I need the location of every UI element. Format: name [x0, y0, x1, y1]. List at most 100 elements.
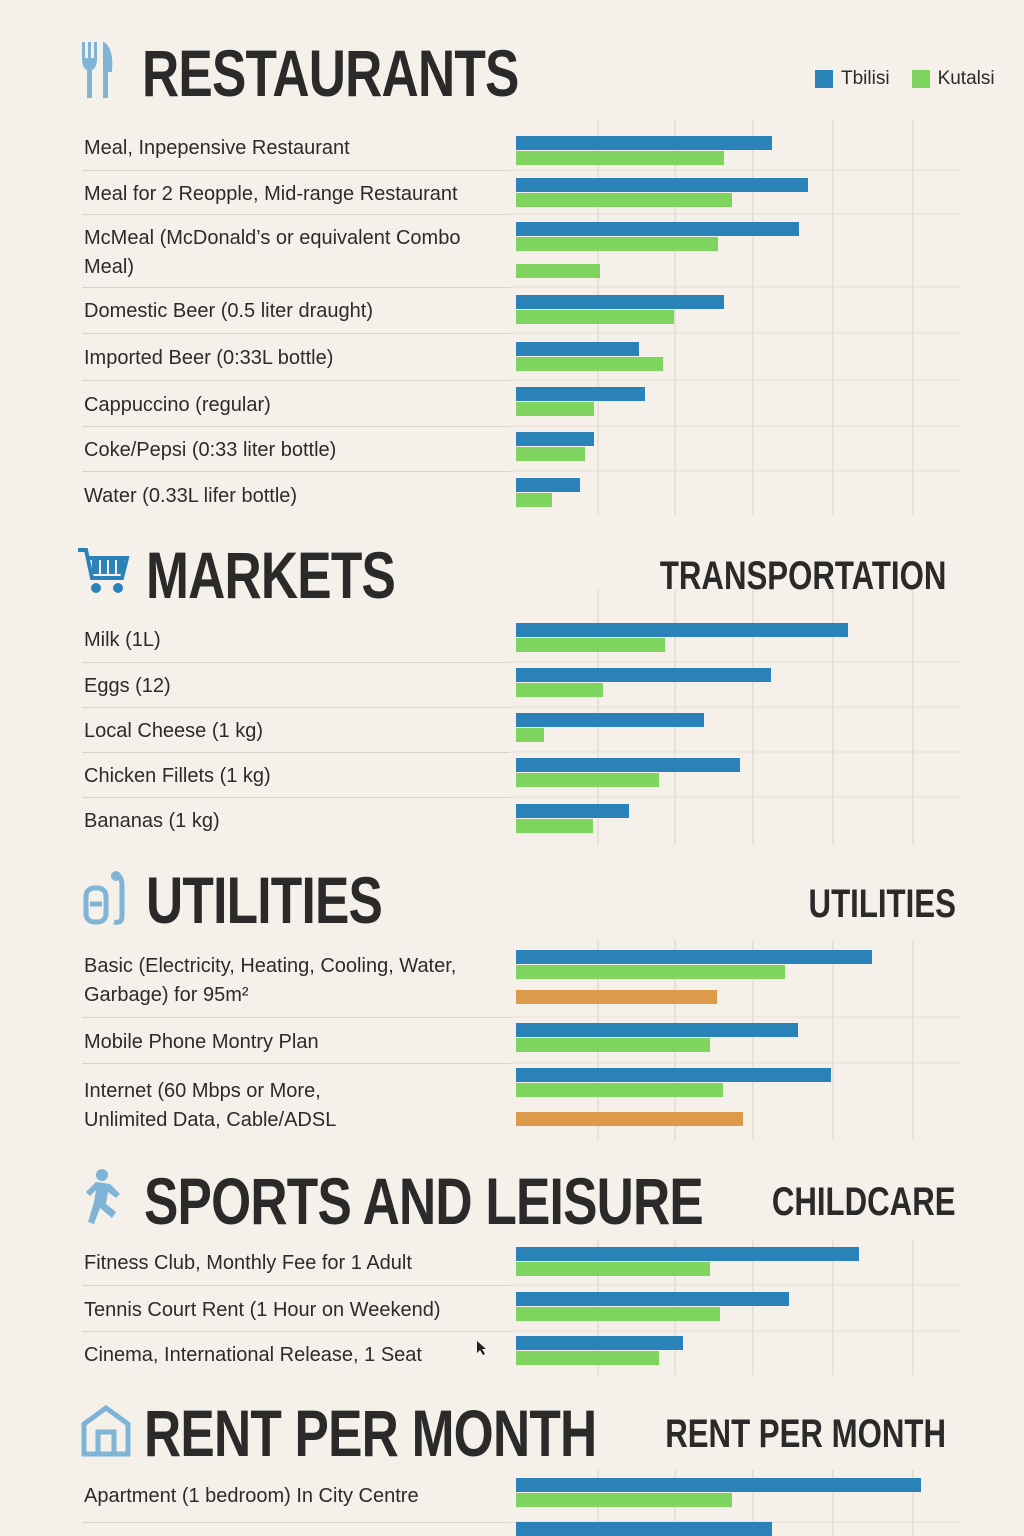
row-divider [82, 1017, 510, 1018]
bar-third [516, 1112, 743, 1126]
bar-kutalsi [516, 819, 593, 833]
section-title-utilities: UTILITIES [146, 863, 383, 937]
legend-swatch-kutalsi [911, 70, 930, 88]
section-subtitle-utilities: UTILITIES [808, 882, 956, 926]
row-divider [82, 333, 510, 334]
row-divider [82, 214, 510, 215]
section-title-restaurants: RESTAURANTS [142, 36, 519, 110]
bar-tbilisi [516, 713, 704, 727]
bar-tbilisi [516, 1023, 798, 1037]
bar-tbilisi [516, 1522, 772, 1536]
row-label: Domestic Beer (0.5 liter draught) [84, 300, 374, 322]
row-divider [82, 1331, 510, 1332]
row-divider [82, 426, 510, 427]
bar-kutalsi [516, 728, 544, 742]
row-label: Milk (1L) [84, 629, 161, 651]
row-label: Basic (Electricity, Heating, Cooling, Wa… [84, 955, 457, 1006]
bar-kutalsi [516, 638, 665, 652]
bar-tbilisi [516, 804, 629, 818]
row-label: Mobile Phone Montry Plan [84, 1031, 319, 1053]
row-label: Meal for 2 Reopple, Mid-range Restaurant [84, 183, 458, 205]
bar-kutalsi [516, 1307, 720, 1321]
section-title-markets: MARKETS [146, 538, 396, 612]
row-label: Internet (60 Mbps or More, Unlimited Dat… [84, 1080, 337, 1131]
bar-tbilisi [516, 136, 772, 150]
bar-kutalsi [516, 357, 663, 371]
row-label: Water (0.33L lifer bottle) [84, 485, 298, 507]
section-title-sports-and-leisure: SPORTS AND LEISURE [144, 1164, 704, 1238]
row-divider [82, 707, 510, 708]
bar-tbilisi [516, 478, 580, 492]
bar-kutalsi [516, 1083, 723, 1097]
row-divider [82, 662, 510, 663]
row-divider [82, 170, 510, 171]
bar-tbilisi [516, 1478, 921, 1492]
bar-tbilisi [516, 668, 771, 682]
bar-tbilisi [516, 222, 799, 236]
bar-kutalsi [516, 310, 674, 324]
bar-kutalsi [516, 683, 603, 697]
bar-tbilisi [516, 1068, 831, 1082]
row-label: Apartment (1 bedroom) In City Centre [84, 1485, 419, 1507]
house-icon [81, 1404, 131, 1457]
section-title-rent-per-month: RENT PER MONTH [144, 1396, 597, 1470]
legend-swatch-tbilisi [815, 70, 833, 88]
row-label: Local Cheese (1 kg) [84, 720, 263, 742]
row-divider [82, 1063, 510, 1064]
legend-label-tbilisi: Tbilisi [841, 68, 890, 89]
section-subtitle-rent-per-month: RENT PER MONTH [665, 1412, 946, 1456]
row-label: Eggs (12) [84, 675, 171, 697]
row-label: Cappuccino (regular) [84, 394, 271, 416]
bar-third [516, 264, 600, 278]
legend-label-kutalsi: Kutalsi [937, 68, 995, 89]
bar-tbilisi [516, 432, 594, 446]
row-divider [82, 752, 510, 753]
row-label: Meal, Inpepensive Restaurant [84, 137, 350, 159]
bar-kutalsi [516, 402, 594, 416]
mouse-cursor-icon [477, 1341, 486, 1355]
row-label: Fitness Club, Monthly Fee for 1 Adult [84, 1252, 412, 1274]
row-divider [82, 471, 510, 472]
bar-tbilisi [516, 178, 808, 192]
row-divider [82, 1285, 510, 1286]
row-label: Imported Beer (0:33L bottle) [84, 347, 334, 369]
legend: Tbilisi Kutalsi [815, 68, 995, 90]
runner-icon [86, 1169, 120, 1224]
section-subtitle-childcare: CHILDCARE [772, 1180, 956, 1224]
bar-tbilisi [516, 295, 724, 309]
bar-tbilisi [516, 1336, 683, 1350]
row-label: Chicken Fillets (1 kg) [84, 765, 271, 787]
bar-kutalsi [516, 1262, 710, 1276]
row-label: Tennis Court Rent (1 Hour on Weekend) [84, 1299, 441, 1321]
bar-tbilisi [516, 1292, 789, 1306]
bar-tbilisi [516, 342, 639, 356]
section-subtitle-transportation: TRANSPORTATION [659, 554, 946, 598]
bar-kutalsi [516, 237, 718, 251]
row-divider [82, 1522, 510, 1523]
bar-kutalsi [516, 773, 659, 787]
shopping-cart-icon [78, 548, 130, 593]
bar-tbilisi [516, 950, 872, 964]
row-label: Bananas (1 kg) [84, 810, 220, 832]
fork-knife-icon [82, 42, 113, 98]
bar-kutalsi [516, 151, 724, 165]
bar-kutalsi [516, 193, 732, 207]
bar-third [516, 990, 717, 1004]
row-label: Cinema, International Release, 1 Seat [84, 1344, 422, 1366]
utility-icon [83, 871, 125, 925]
bar-tbilisi [516, 1247, 859, 1261]
row-divider [82, 797, 510, 798]
bar-kutalsi [516, 965, 785, 979]
row-label: Coke/Pepsi (0:33 liter bottle) [84, 439, 337, 461]
bar-tbilisi [516, 623, 848, 637]
bar-tbilisi [516, 387, 645, 401]
row-divider [82, 380, 510, 381]
row-divider [82, 287, 510, 288]
bar-tbilisi [516, 758, 740, 772]
bar-kutalsi [516, 493, 552, 507]
bar-kutalsi [516, 1038, 710, 1052]
bar-kutalsi [516, 1351, 659, 1365]
bar-kutalsi [516, 1493, 732, 1507]
